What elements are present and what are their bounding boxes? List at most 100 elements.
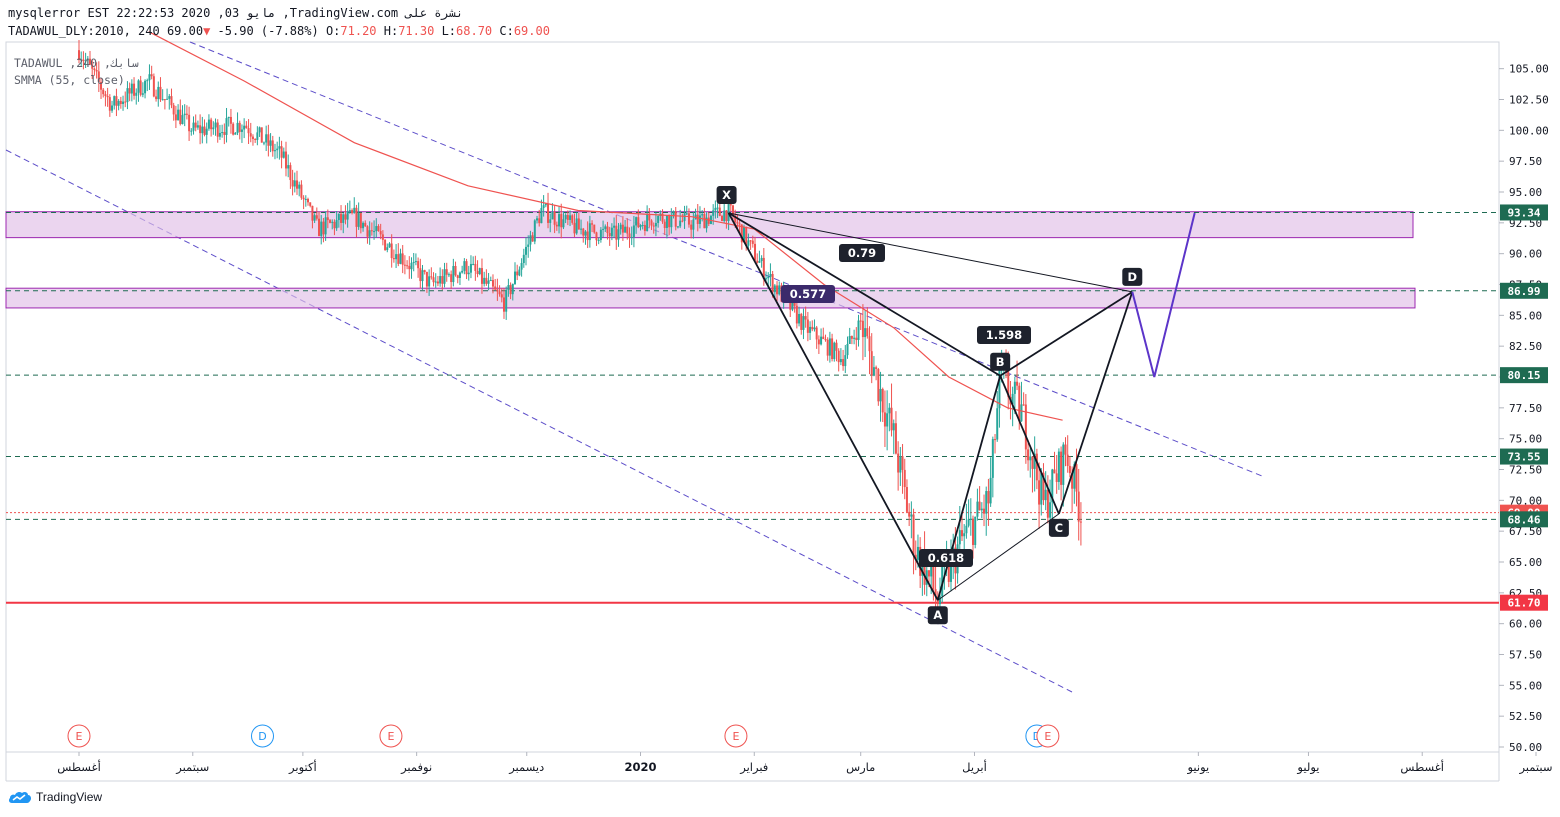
candle-body xyxy=(776,285,779,295)
candle-body xyxy=(447,274,450,276)
candle-body xyxy=(406,265,409,267)
price-label-box xyxy=(1500,282,1548,299)
candle-body xyxy=(558,214,561,227)
candle-body xyxy=(414,261,417,263)
candle-body xyxy=(745,226,748,246)
candle-body xyxy=(767,276,770,279)
candle-body xyxy=(670,215,673,228)
candle-body xyxy=(826,339,829,356)
candle-body xyxy=(765,278,768,280)
candle-body xyxy=(1046,489,1049,518)
candle-body xyxy=(174,114,177,121)
tradingview-brand[interactable]: TradingView xyxy=(8,790,102,804)
candle-body xyxy=(192,122,195,131)
event-marker-label: D xyxy=(258,730,266,743)
candle-body xyxy=(108,97,111,111)
candle-body xyxy=(320,221,323,237)
candle-body xyxy=(78,50,80,61)
y-tick-label: 102.50 xyxy=(1509,94,1549,107)
candle-body xyxy=(1075,464,1078,492)
candle-body xyxy=(472,263,475,265)
candle-body xyxy=(927,570,930,577)
candle-body xyxy=(824,339,827,341)
ohlc-close: C:69.00 xyxy=(499,24,550,38)
candle-body xyxy=(251,136,254,140)
candle-body xyxy=(315,215,318,219)
candle-body xyxy=(271,140,274,152)
x-tick-label: فبراير xyxy=(739,760,768,775)
candle-body xyxy=(551,211,554,220)
candle-body xyxy=(417,261,420,269)
candle-body xyxy=(168,96,171,99)
candle-body xyxy=(566,215,569,220)
candle-body xyxy=(210,119,213,130)
candle-body xyxy=(720,215,723,221)
candle-body xyxy=(249,133,252,137)
smma-line xyxy=(148,31,1063,421)
candle-body xyxy=(439,276,442,284)
candle-body xyxy=(932,566,935,590)
candle-body xyxy=(93,68,96,71)
candle-body xyxy=(936,596,939,605)
candle-body xyxy=(533,220,536,242)
candle-body xyxy=(679,220,682,227)
series-legend: TADAWUL ,240 ,سابك SMMA (55, close) xyxy=(14,55,139,89)
candle-body xyxy=(450,274,453,283)
candle-body xyxy=(707,217,710,224)
y-tick-label: 52.50 xyxy=(1509,710,1542,723)
candle-body xyxy=(994,439,997,441)
candle-body xyxy=(813,327,816,330)
candle-body xyxy=(751,240,754,244)
candle-body xyxy=(961,530,964,537)
candle-body xyxy=(368,230,371,237)
candle-body xyxy=(916,546,919,560)
candle-body xyxy=(359,213,362,229)
candle-body xyxy=(432,277,435,283)
candle-body xyxy=(859,320,862,322)
candle-body xyxy=(152,76,155,97)
chart-header-ohlc: TADAWUL_DLY:2010, 240 69.00▼ -5.90 (-7.8… xyxy=(8,24,550,38)
candle-body xyxy=(166,98,169,100)
candle-body xyxy=(778,285,781,295)
legend-symbol[interactable]: TADAWUL ,240 ,سابك xyxy=(14,56,139,70)
candle-body xyxy=(1049,502,1052,518)
y-tick-label: 57.50 xyxy=(1509,649,1542,662)
candle-body xyxy=(329,220,332,223)
candle-body xyxy=(998,368,1001,409)
candle-body xyxy=(681,220,684,222)
candle-body xyxy=(1042,472,1045,501)
candle-body xyxy=(536,218,539,221)
candle-body xyxy=(701,214,704,216)
candle-body xyxy=(463,261,466,271)
ratio-label: 1.598 xyxy=(986,328,1022,342)
ratio-box xyxy=(839,244,885,262)
brand-name: TradingView xyxy=(36,790,103,804)
candle-body xyxy=(254,139,257,141)
candle-body xyxy=(117,100,120,106)
candle-body xyxy=(1057,451,1060,482)
candle-body xyxy=(555,224,558,227)
candle-body xyxy=(1060,451,1063,485)
candle-body xyxy=(985,491,988,514)
channel-line xyxy=(189,41,1263,477)
candle-body xyxy=(348,210,351,212)
candle-body xyxy=(505,289,508,312)
x-tick-label: سبتمبر xyxy=(175,760,209,775)
candle-body xyxy=(1027,449,1030,461)
ohlc-low: L:68.70 xyxy=(441,24,493,38)
candle-body xyxy=(905,487,908,512)
candle-body xyxy=(483,277,486,284)
pattern-point-label: C xyxy=(1055,521,1063,535)
candle-body xyxy=(850,336,853,339)
candle-body xyxy=(520,263,523,270)
candle-body xyxy=(897,453,900,473)
candle-body xyxy=(527,244,530,247)
pattern-leg-xa xyxy=(727,212,939,601)
candle-body xyxy=(842,359,845,367)
candle-body xyxy=(276,148,279,151)
legend-smma[interactable]: SMMA (55, close) xyxy=(14,73,125,87)
candle-body xyxy=(853,337,856,339)
ratio-label: 0.618 xyxy=(928,551,964,565)
candle-body xyxy=(225,118,228,135)
